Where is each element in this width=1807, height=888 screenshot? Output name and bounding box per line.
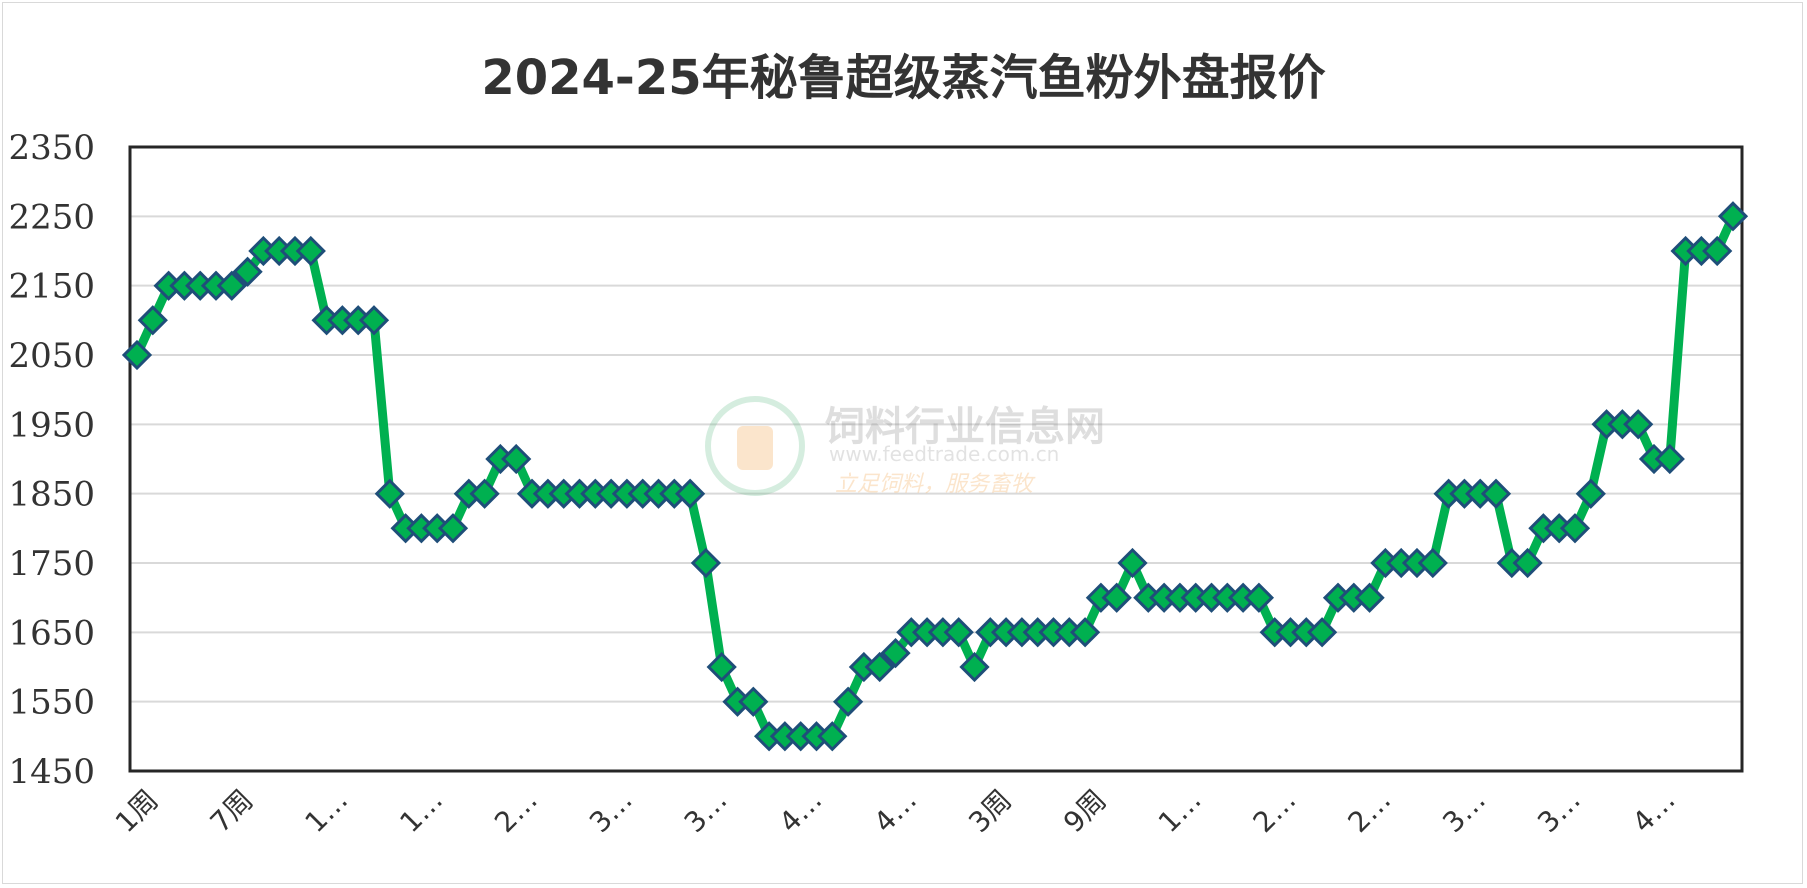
data-point — [1575, 478, 1606, 509]
x-tick-label: 2… — [1247, 783, 1303, 839]
data-point — [358, 305, 390, 336]
data-point — [1623, 409, 1654, 440]
data-point — [674, 478, 706, 509]
x-tick-label: 3… — [1531, 783, 1587, 839]
x-tick-label: 1… — [299, 783, 355, 839]
data-point — [1069, 617, 1101, 648]
gridlines — [130, 215, 1742, 703]
x-tick-label: 9周 — [1057, 783, 1113, 839]
data-point — [817, 721, 848, 752]
data-point — [943, 617, 974, 648]
data-point — [690, 547, 722, 579]
y-tick-label: 2150 — [8, 267, 95, 307]
data-point — [232, 256, 263, 287]
data-point — [706, 651, 737, 683]
x-tick-label: 1… — [393, 783, 449, 839]
x-tick-label: 4… — [867, 783, 923, 839]
x-tick-label: 3… — [1436, 783, 1492, 839]
data-point — [959, 651, 990, 683]
x-tick-label: 2… — [488, 783, 544, 839]
data-point — [880, 637, 911, 669]
x-tick-label: 3… — [583, 783, 639, 839]
y-tick-label: 2350 — [8, 128, 95, 168]
data-point — [1101, 582, 1132, 613]
series-markers — [121, 201, 1749, 752]
data-point — [864, 651, 895, 683]
y-tick-label: 2250 — [8, 197, 95, 237]
data-point — [437, 513, 469, 544]
data-point — [1717, 201, 1749, 232]
data-point — [374, 478, 405, 509]
data-point — [832, 686, 864, 717]
y-tick-label: 1750 — [8, 544, 95, 584]
data-point — [1559, 513, 1591, 544]
y-tick-label: 1450 — [8, 752, 95, 792]
data-point — [1354, 582, 1385, 613]
data-point — [216, 270, 247, 301]
y-tick-label: 1550 — [8, 683, 95, 723]
data-point — [1480, 478, 1512, 509]
data-point — [137, 305, 168, 336]
data-point — [121, 339, 153, 371]
x-axis: 1周 7周 1… 1… 2… 3… 3… 4… 4… 3周 9周 1… 2… 2… 3… 3… 4… — [109, 783, 1682, 839]
data-point — [501, 443, 532, 475]
data-point — [1702, 235, 1733, 267]
data-point — [1654, 443, 1685, 475]
data-point — [1512, 547, 1543, 579]
x-tick-label: 3周 — [962, 783, 1018, 839]
y-tick-label: 1650 — [8, 613, 95, 653]
data-point — [1306, 617, 1338, 648]
x-tick-label: 1周 — [109, 783, 165, 839]
plot-area-border — [128, 145, 1744, 773]
data-point — [295, 235, 326, 267]
x-tick-label: 2… — [1341, 783, 1397, 839]
y-axis: 1450 1550 1650 1750 1850 1950 2050 2150 2250 2350 — [8, 128, 95, 792]
y-tick-label: 1850 — [8, 475, 95, 515]
x-tick-label: 1… — [1152, 783, 1208, 839]
series-line — [132, 214, 1738, 741]
x-tick-label: 4… — [1626, 783, 1682, 839]
data-point — [1243, 582, 1275, 613]
x-tick-label: 3… — [678, 783, 734, 839]
data-point — [1417, 547, 1448, 579]
y-tick-label: 1950 — [8, 405, 95, 445]
chart-title: 2024-25年秘鲁超级蒸汽鱼粉外盘报价 — [481, 50, 1326, 106]
x-tick-label: 4… — [773, 783, 829, 839]
x-tick-label: 7周 — [204, 783, 260, 839]
data-point — [1117, 547, 1148, 579]
data-point — [469, 478, 500, 509]
y-tick-label: 2050 — [8, 336, 95, 376]
data-point — [738, 686, 769, 717]
